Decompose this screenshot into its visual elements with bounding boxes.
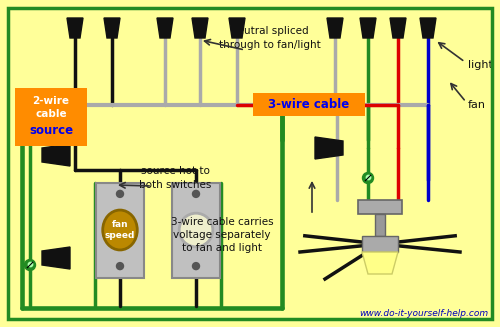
Polygon shape (360, 18, 376, 38)
Text: www.do-it-yourself-help.com: www.do-it-yourself-help.com (359, 309, 488, 318)
Polygon shape (157, 18, 173, 38)
Text: cable: cable (35, 109, 67, 119)
Polygon shape (192, 18, 208, 38)
Text: source hot to
both switches: source hot to both switches (139, 166, 211, 190)
Circle shape (362, 173, 374, 183)
Text: 3-wire cable: 3-wire cable (268, 97, 349, 111)
Polygon shape (420, 18, 436, 38)
Polygon shape (390, 18, 406, 38)
Text: fan
speed: fan speed (105, 220, 135, 240)
Text: 3-wire cable carries
voltage separately
to fan and light: 3-wire cable carries voltage separately … (170, 217, 274, 253)
Bar (358, 200, 402, 214)
Bar (15, 88, 87, 146)
Circle shape (366, 175, 370, 180)
Polygon shape (229, 18, 245, 38)
Ellipse shape (102, 210, 138, 250)
Circle shape (192, 263, 200, 269)
Polygon shape (327, 18, 343, 38)
Bar (375, 214, 385, 236)
Polygon shape (104, 18, 120, 38)
Text: source: source (29, 124, 73, 136)
Text: 2-wire: 2-wire (32, 96, 70, 106)
Polygon shape (42, 144, 70, 166)
Text: fan: fan (468, 100, 486, 110)
Text: neutral spliced
through to fan/light: neutral spliced through to fan/light (219, 26, 321, 50)
Circle shape (179, 213, 213, 247)
Circle shape (192, 190, 200, 198)
Polygon shape (315, 137, 343, 159)
Polygon shape (362, 252, 398, 274)
Circle shape (28, 262, 32, 267)
Polygon shape (67, 18, 83, 38)
Bar (253, 93, 365, 116)
Circle shape (116, 190, 123, 198)
Bar (362, 236, 398, 252)
Circle shape (24, 260, 36, 270)
Circle shape (116, 263, 123, 269)
Polygon shape (42, 247, 70, 269)
Bar (172, 182, 220, 278)
Bar (96, 182, 144, 278)
Text: light: light (468, 60, 493, 70)
